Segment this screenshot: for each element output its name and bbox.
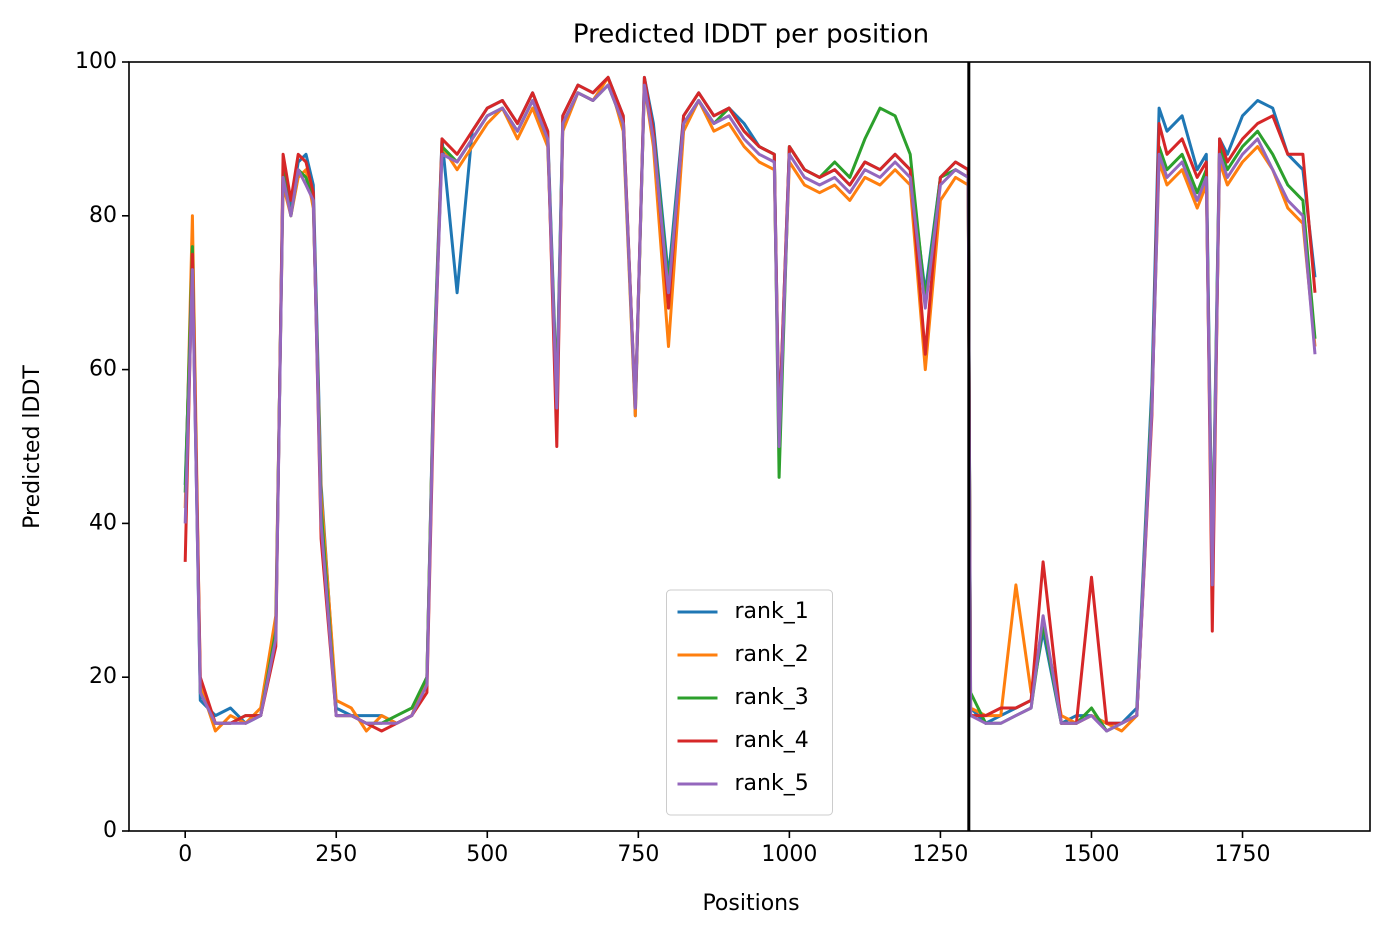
legend-label: rank_3: [735, 685, 809, 710]
y-tick-label: 0: [103, 818, 117, 843]
x-tick-label: 1250: [912, 842, 968, 867]
y-tick-label: 40: [89, 510, 117, 535]
legend-box: [666, 589, 833, 816]
x-axis-label: Positions: [702, 891, 799, 916]
legend-label: rank_4: [735, 728, 809, 753]
y-axis-label: Predicted lDDT: [20, 365, 45, 529]
x-tick-label: 1500: [1063, 842, 1119, 867]
legend-label: rank_2: [735, 642, 809, 667]
x-tick-label: 250: [315, 842, 357, 867]
x-tick-label: 750: [617, 842, 659, 867]
x-tick-label: 1750: [1215, 842, 1271, 867]
plot-frame: [128, 61, 1371, 832]
x-tick-label: 500: [466, 842, 508, 867]
legend: rank_1 rank_2 rank_3 rank_4 rank_5: [666, 589, 833, 816]
chart-title: Predicted lDDT per position: [573, 20, 929, 50]
legend-label: rank_1: [735, 599, 809, 624]
y-tick-label: 60: [89, 357, 117, 382]
y-tick-label: 80: [89, 203, 117, 228]
x-tick-label: 1000: [761, 842, 817, 867]
x-tick-label: 0: [178, 842, 192, 867]
legend-label: rank_5: [735, 771, 809, 796]
series-line: [183, 83, 1317, 733]
y-tick-label: 100: [75, 49, 117, 74]
y-tick-label: 20: [89, 664, 117, 689]
